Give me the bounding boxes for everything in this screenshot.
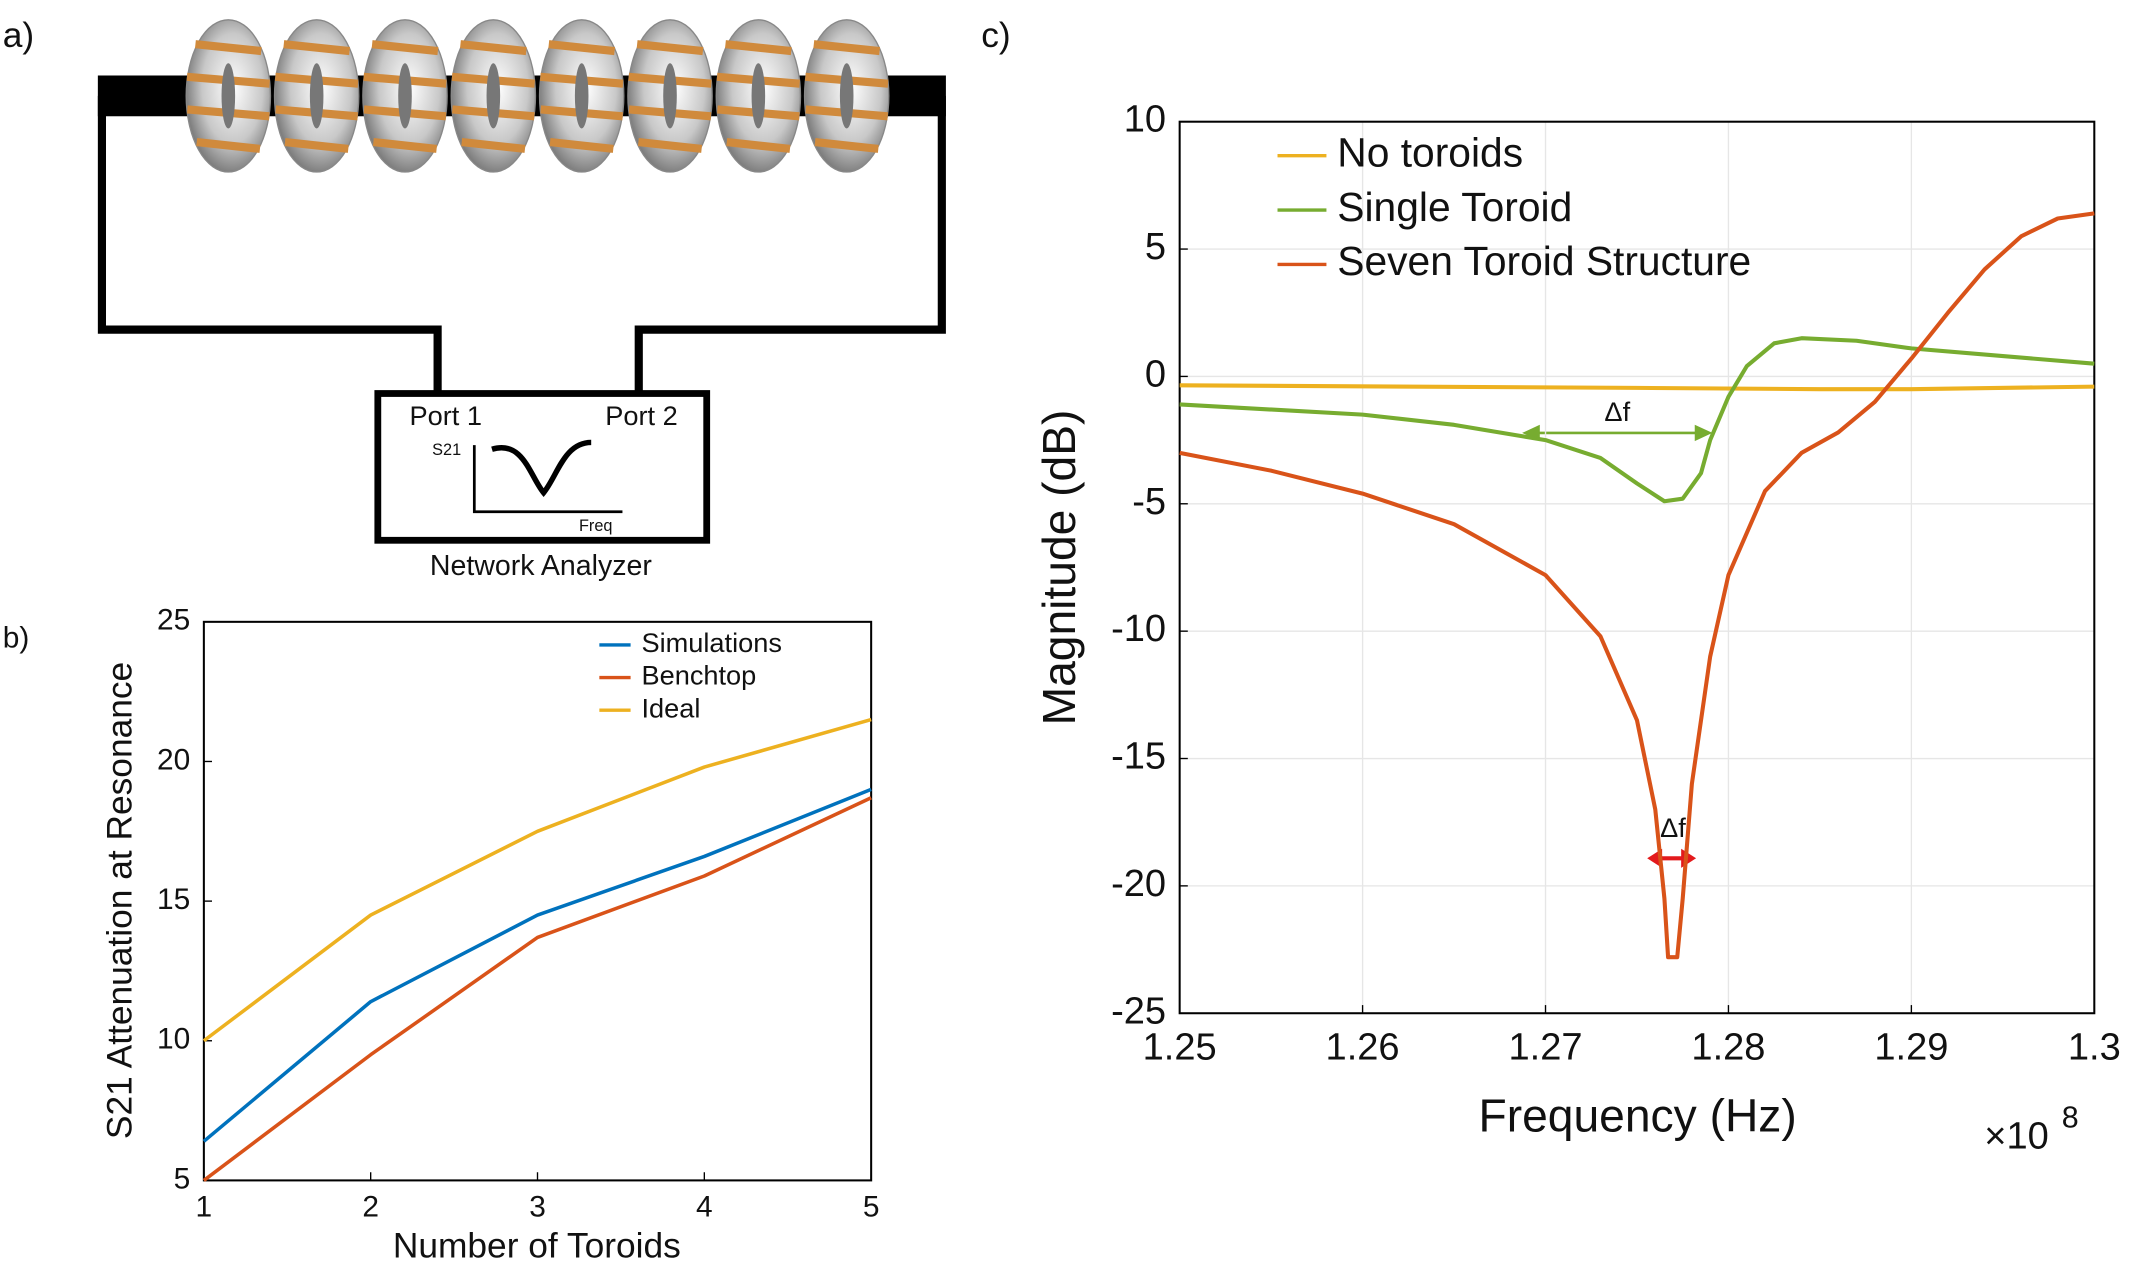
x-tick-label: 4	[696, 1191, 713, 1224]
series-line	[202, 787, 872, 1143]
toroid-hole	[309, 63, 324, 129]
winding	[813, 40, 880, 56]
winding	[726, 138, 791, 153]
winding	[460, 40, 527, 56]
legend-label: No toroids	[1337, 129, 1523, 175]
series-line	[202, 717, 872, 1043]
wire	[634, 95, 946, 394]
y-tick-label: 10	[1124, 99, 1166, 141]
legend-label: Simulations	[641, 627, 781, 658]
panel-label: c)	[981, 16, 1010, 55]
toroid	[715, 19, 802, 173]
x-tick-label: 1.28	[1691, 1026, 1765, 1068]
y-axis-label: S21 Attenuation at Resonance	[101, 662, 140, 1139]
series-line	[1179, 383, 2095, 392]
panel-label: b)	[3, 621, 30, 654]
toroid	[362, 19, 448, 173]
toroid-hole	[751, 63, 766, 129]
mini-x-label: Freq	[579, 517, 613, 535]
y-tick-label: 20	[157, 743, 190, 776]
y-axis-label: Magnitude (dB)	[1033, 410, 1085, 726]
y-tick-label: 0	[1145, 353, 1166, 395]
winding	[196, 138, 261, 153]
y-tick-label: -5	[1132, 481, 1166, 523]
mini-axes	[472, 445, 623, 514]
toroid	[538, 19, 625, 173]
x-tick-label: 1.27	[1508, 1026, 1582, 1068]
legend-label: Single Toroid	[1337, 184, 1572, 230]
winding	[725, 40, 792, 56]
annotation: Δf	[1604, 396, 1630, 427]
wire	[97, 95, 442, 394]
legend-label: Ideal	[641, 692, 700, 723]
x-tick-label: 5	[863, 1191, 880, 1224]
port-label: Port 2	[605, 400, 678, 431]
annotation-arrows	[1522, 424, 1713, 868]
analyzer-box	[374, 390, 711, 544]
toroid	[803, 19, 890, 173]
toroid-hole	[221, 63, 236, 129]
toroid	[450, 19, 537, 173]
toroid-hole	[839, 63, 854, 129]
arrow-head	[1694, 424, 1713, 442]
x-tick-label: 1.3	[2068, 1026, 2121, 1068]
port-label: Port 1	[410, 400, 483, 431]
mini-curve	[491, 439, 592, 497]
x-tick-label: 3	[529, 1191, 546, 1224]
winding	[371, 40, 439, 56]
y-tick-label: 15	[157, 883, 190, 916]
annotation: Δf	[1660, 812, 1686, 843]
x-tick-label: 1.26	[1326, 1026, 1400, 1068]
mini-y-label: S21	[432, 441, 461, 459]
legend-label: Benchtop	[641, 660, 756, 691]
toroid	[627, 19, 713, 173]
winding	[195, 40, 262, 56]
y-tick-label: -25	[1111, 990, 1166, 1032]
x-axis-label: Frequency (Hz)	[1479, 1089, 1797, 1141]
winding	[548, 40, 615, 56]
winding	[284, 138, 349, 153]
y-tick-label: -20	[1111, 863, 1166, 905]
plot-frame	[1178, 120, 2096, 1015]
winding	[283, 40, 350, 56]
caption: Network Analyzer	[430, 550, 652, 582]
y-tick-label: 10	[157, 1023, 190, 1056]
x-axis-label: Number of Toroids	[393, 1227, 681, 1266]
winding	[549, 138, 614, 153]
x-tick-label: 1	[196, 1191, 213, 1224]
x-tick-label: 2	[362, 1191, 379, 1224]
toroid	[185, 19, 272, 173]
series-line	[1179, 336, 2095, 504]
x-tick-label: 1.25	[1143, 1026, 1217, 1068]
series-line	[1179, 211, 2095, 960]
y-tick-label: 25	[157, 604, 190, 637]
legend-label: Seven Toroid Structure	[1337, 238, 1751, 284]
winding	[637, 138, 703, 153]
x-tick-label: 1.29	[1874, 1026, 1948, 1068]
y-tick-label: 5	[174, 1162, 191, 1195]
winding	[461, 138, 526, 153]
winding	[814, 138, 879, 153]
toroid-hole	[398, 63, 412, 129]
series-line	[202, 796, 872, 1182]
y-tick-label: -15	[1111, 736, 1166, 778]
toroid	[273, 19, 360, 173]
winding	[636, 40, 704, 56]
toroid-hole	[663, 63, 677, 129]
winding	[372, 138, 438, 153]
y-tick-label: 5	[1145, 226, 1166, 268]
y-tick-label: -10	[1111, 608, 1166, 650]
toroid-hole	[486, 63, 501, 129]
panel-label: a)	[3, 16, 34, 55]
plot-frame	[202, 620, 873, 1182]
toroid-hole	[574, 63, 589, 129]
x-exponent: 8	[2062, 1100, 2079, 1134]
x-multiplier: ×10	[1984, 1115, 2049, 1157]
